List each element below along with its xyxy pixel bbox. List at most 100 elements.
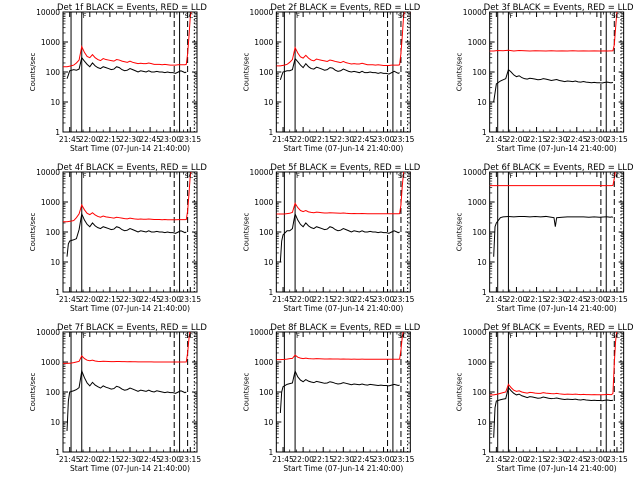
x-tick-label: 22:45 (566, 135, 588, 144)
x-tick-label: 22:15 (312, 295, 334, 304)
plot-area (63, 332, 195, 452)
y-tick-label: 10 (477, 418, 487, 427)
y-tick-label: 10 (50, 418, 60, 427)
x-tick-label: 22:30 (333, 135, 355, 144)
detector-panel: Det 1f BLACK = Events, RED = LLD 1 10 100 10… (29, 3, 207, 153)
y-axis-label: Counts/sec (29, 373, 37, 412)
x-axis-label: Start Time (07-Jun-14 21:40:00) (497, 464, 617, 473)
marker-label-f: F (83, 12, 87, 20)
y-tick-label: 100 (259, 228, 274, 237)
series-lld-line (489, 332, 618, 396)
x-axis-label: Start Time (07-Jun-14 21:40:00) (283, 304, 403, 313)
marker-label-sc: SC (398, 12, 407, 20)
y-axis-label: Counts/sec (456, 213, 464, 252)
y-tick-label: 10000 (36, 328, 60, 337)
x-tick-label: 23:15 (393, 295, 415, 304)
x-tick-label: 23:15 (393, 135, 415, 144)
y-tick-label: 100 (259, 68, 274, 77)
series-events-line (493, 215, 614, 257)
y-tick-label: 1 (482, 128, 487, 137)
x-tick-label: 22:00 (79, 135, 101, 144)
panel-title: Det 9f BLACK = Events, RED = LLD (484, 323, 634, 333)
y-tick-label: 10 (264, 258, 274, 267)
x-axis-label: Start Time (07-Jun-14 21:40:00) (70, 464, 190, 473)
series-events-line (279, 369, 400, 414)
x-tick-label: 21:45 (272, 455, 294, 464)
plot-area (276, 332, 409, 452)
marker-label-sc: SC (398, 172, 407, 180)
detector-panel: Det 3f BLACK = Events, RED = LLD 1 10 100 10… (456, 3, 634, 153)
x-tick-label: 23:15 (393, 455, 415, 464)
x-tick-label: 22:30 (119, 135, 141, 144)
y-axis-label: Counts/sec (242, 373, 250, 412)
x-tick-label: 22:15 (312, 135, 334, 144)
x-tick-label: 22:15 (526, 135, 548, 144)
y-axis-label: Counts/sec (456, 53, 464, 92)
y-tick-label: 10000 (249, 8, 273, 17)
x-tick-label: 22:30 (546, 455, 568, 464)
series-lld-line (63, 172, 197, 223)
plot-area (489, 332, 622, 452)
detector-panel: Det 2f BLACK = Events, RED = LLD 1 10 100 10… (242, 3, 420, 153)
marker-label-sc: SC (611, 172, 620, 180)
panel-title: Det 4f BLACK = Events, RED = LLD (57, 163, 207, 173)
y-tick-label: 1000 (468, 358, 487, 367)
x-tick-label: 22:45 (353, 455, 375, 464)
plot-frame (62, 171, 198, 293)
x-tick-label: 21:45 (272, 295, 294, 304)
x-tick-label: 22:15 (99, 135, 121, 144)
series-lld-line (276, 332, 404, 361)
marker-label-sc: SC (185, 332, 194, 340)
x-tick-label: 22:15 (526, 455, 548, 464)
panel-title: Det 3f BLACK = Events, RED = LLD (484, 3, 634, 13)
x-axis-label: Start Time (07-Jun-14 21:40:00) (283, 464, 403, 473)
y-tick-label: 1000 (254, 358, 273, 367)
x-tick-label: 22:45 (139, 455, 161, 464)
panel-title: Det 2f BLACK = Events, RED = LLD (270, 3, 420, 13)
y-tick-label: 10000 (249, 168, 273, 177)
x-tick-label: 23:15 (179, 135, 201, 144)
detector-panel: Det 8f BLACK = Events, RED = LLD 1 10 100 10… (242, 323, 420, 473)
y-tick-label: 100 (472, 388, 487, 397)
series-events-line (493, 68, 614, 103)
marker-label-sc: SC (611, 12, 620, 20)
plot-frame (62, 11, 198, 133)
marker-label-f: F (296, 332, 300, 340)
series-events-line (66, 369, 187, 432)
series-lld-line (63, 12, 197, 68)
detector-panel: Det 4f BLACK = Events, RED = LLD 1 10 100 10… (29, 163, 207, 313)
x-tick-label: 22:15 (526, 295, 548, 304)
x-tick-label: 23:00 (586, 135, 608, 144)
y-tick-label: 1 (482, 448, 487, 457)
marker-label-f: F (83, 172, 87, 180)
y-tick-label: 100 (46, 68, 61, 77)
y-tick-label: 10000 (463, 8, 487, 17)
y-tick-label: 100 (46, 388, 61, 397)
x-tick-label: 23:00 (159, 295, 181, 304)
series-lld-line (276, 12, 411, 67)
y-tick-label: 1 (55, 288, 60, 297)
plot-frame (275, 11, 411, 133)
plot-area (489, 172, 622, 292)
series-events-line (66, 212, 187, 257)
marker-label-sc: SC (185, 12, 194, 20)
plot-area (63, 12, 197, 132)
detector-panel: Det 6f BLACK = Events, RED = LLD 1 10 100 10… (456, 163, 634, 313)
x-tick-label: 22:00 (506, 455, 528, 464)
y-tick-label: 1000 (468, 198, 487, 207)
panel-title: Det 7f BLACK = Events, RED = LLD (57, 323, 207, 333)
y-axis-label: Counts/sec (242, 53, 250, 92)
y-axis-label: Counts/sec (456, 373, 464, 412)
x-axis-label: Start Time (07-Jun-14 21:40:00) (70, 304, 190, 313)
series-events-line (279, 212, 400, 263)
x-tick-label: 22:00 (292, 295, 314, 304)
x-tick-label: 23:15 (606, 455, 628, 464)
detector-panel: Det 9f BLACK = Events, RED = LLD 1 10 100 10… (456, 323, 634, 473)
series-events-line (279, 57, 400, 80)
plot-area (276, 172, 411, 292)
x-tick-label: 23:15 (179, 455, 201, 464)
series-events-line (493, 386, 614, 438)
y-tick-label: 1 (269, 448, 274, 457)
y-tick-label: 1000 (254, 38, 273, 47)
